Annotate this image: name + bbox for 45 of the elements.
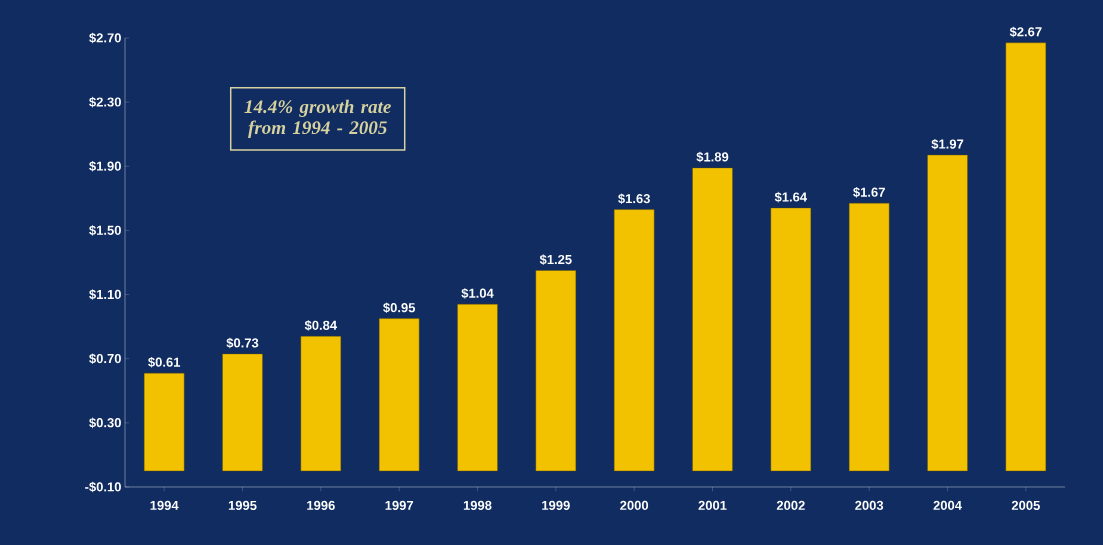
data-label: $1.04 <box>461 288 494 299</box>
bar <box>692 167 733 472</box>
data-label: $2.67 <box>1009 26 1042 38</box>
x-tick-label: 1995 <box>228 500 257 510</box>
bar <box>143 372 185 472</box>
y-tick-label: $2.70 <box>89 32 121 44</box>
x-tick-label: 2000 <box>620 500 649 510</box>
y-tick-label: $0.70 <box>89 353 121 365</box>
x-tick-label: 2004 <box>933 500 962 510</box>
y-tick-label: $1.10 <box>89 289 121 300</box>
x-tick-label: 1998 <box>463 500 492 510</box>
x-tick-label: 1996 <box>307 500 335 510</box>
data-label: $1.25 <box>539 254 572 265</box>
data-label: $1.67 <box>853 187 885 198</box>
data-label: $1.64 <box>774 191 808 203</box>
x-tick-label: 1999 <box>542 500 570 510</box>
data-label: $1.97 <box>931 138 964 150</box>
bar <box>535 270 577 472</box>
x-tick-label: 1994 <box>150 500 179 510</box>
x-tick-label: 2001 <box>698 500 727 510</box>
bar <box>927 154 968 472</box>
y-tick-label: -$0.10 <box>85 481 121 493</box>
x-tick-label: 2003 <box>855 500 884 511</box>
data-label: $0.95 <box>383 302 416 314</box>
data-label: $0.61 <box>148 356 181 368</box>
bar <box>613 209 655 472</box>
data-label: $1.63 <box>618 193 650 205</box>
y-tick-label: $1.90 <box>89 160 121 172</box>
bar <box>848 202 890 472</box>
bar <box>457 303 498 472</box>
y-tick-label: $1.50 <box>89 225 121 236</box>
data-label: $0.84 <box>304 320 338 331</box>
bar <box>378 318 420 472</box>
data-label: $0.73 <box>226 337 259 349</box>
annotation: 14.4% growth rate from 1994 - 2005 <box>244 99 391 138</box>
y-tick-label: $2.30 <box>89 96 121 108</box>
y-tick-label: $0.30 <box>89 417 121 429</box>
bar <box>300 336 342 472</box>
bar <box>222 353 263 472</box>
bar <box>1005 42 1047 472</box>
data-label: $1.89 <box>696 151 729 163</box>
bar <box>770 207 812 472</box>
x-tick-label: 2005 <box>1011 500 1040 510</box>
x-tick-label: 1997 <box>385 500 414 510</box>
x-tick-label: 2002 <box>776 500 805 510</box>
